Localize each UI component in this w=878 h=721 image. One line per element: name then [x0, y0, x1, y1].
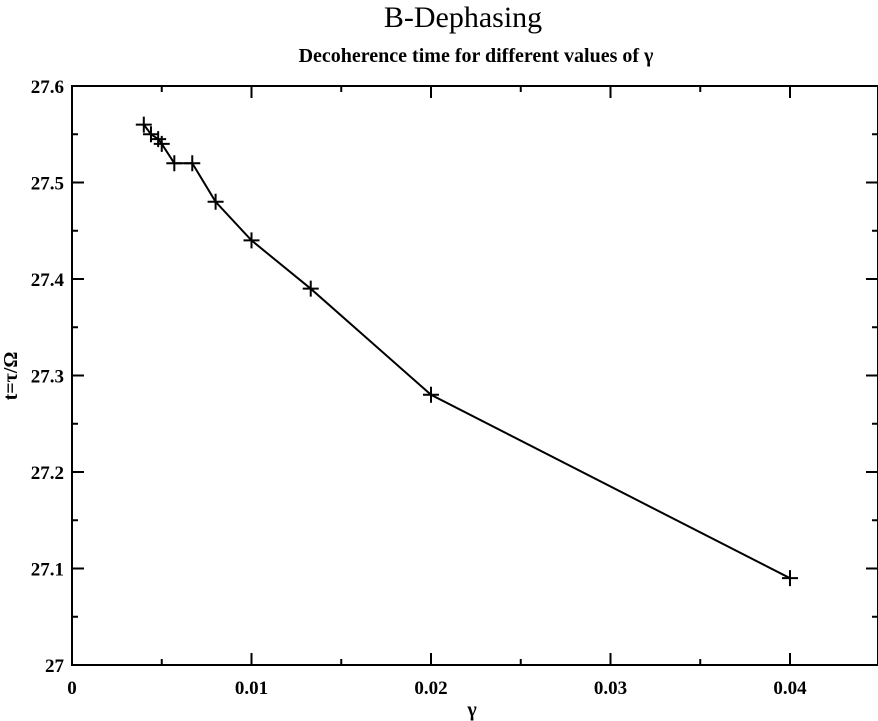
data-point	[302, 280, 319, 297]
y-tick-label: 27.3	[31, 367, 64, 388]
data-series	[135, 116, 798, 587]
data-point	[153, 135, 170, 152]
data-point	[184, 155, 201, 172]
chart-title: B-Dephasing	[384, 1, 542, 34]
data-point	[243, 232, 260, 249]
x-tick-label: 0.03	[594, 678, 627, 699]
x-tick-label: 0.04	[773, 678, 807, 699]
data-point	[207, 193, 224, 210]
data-point	[135, 116, 152, 133]
axes: 0 0.01 0.02 0.03 0.04 27 27.1 27.2 27.3 27.4 27.5 2…	[31, 77, 878, 699]
y-tick-label: 27.5	[31, 174, 64, 195]
y-tick-label: 27.1	[31, 560, 64, 581]
y-tick-label: 27.4	[31, 270, 65, 291]
x-tick-label: 0.01	[235, 678, 268, 699]
y-tick-label: 27.2	[31, 463, 64, 484]
data-point	[782, 570, 798, 587]
chart-subtitle: Decoherence time for different values of…	[299, 45, 654, 67]
y-tick-label: 27	[45, 656, 65, 677]
x-axis-label: γ	[466, 699, 477, 721]
plot-frame	[71, 85, 878, 666]
x-tick-label: 0	[67, 678, 77, 699]
data-point	[166, 155, 183, 172]
y-tick-label: 27.6	[31, 77, 64, 98]
data-point	[423, 386, 439, 403]
y-axis-label: t=τ/Ω	[0, 352, 22, 401]
series-line	[142, 124, 791, 580]
x-tick-label: 0.02	[414, 678, 447, 699]
